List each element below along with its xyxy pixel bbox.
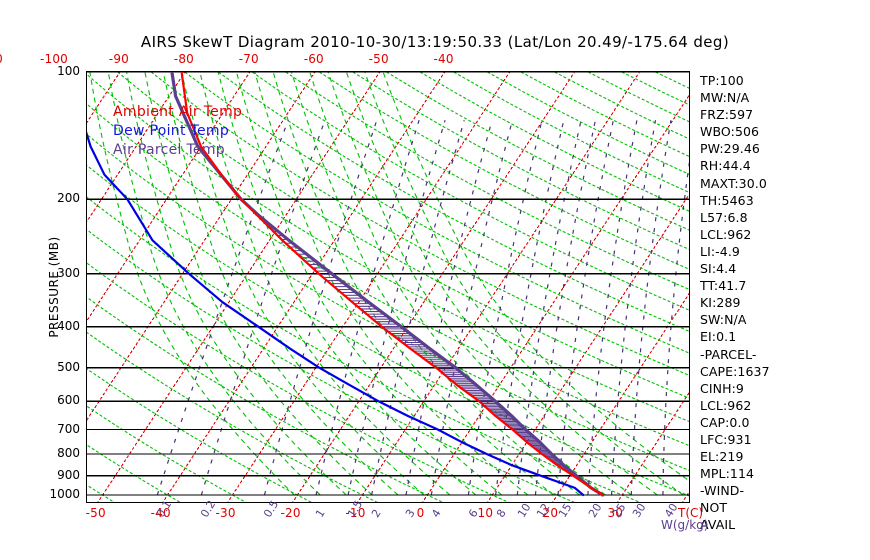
top-temp-tick: -50 (368, 52, 389, 66)
pressure-tick: 1000 (49, 487, 80, 501)
parameter-row: LCL:962 (700, 226, 752, 242)
top-temp-tick: -100 (39, 52, 69, 66)
parameter-row: -PARCEL- (700, 346, 757, 362)
top-temp-tick: -110 (0, 52, 3, 66)
pressure-tick: 500 (57, 359, 80, 374)
top-temp-tick: -40 (433, 52, 454, 66)
bottom-temp-tick: 10 (477, 506, 494, 520)
parameter-row: LI:-4.9 (700, 243, 740, 259)
bottom-temp-tick: -50 (85, 506, 106, 520)
pressure-tick: 700 (57, 421, 80, 436)
bottom-temp-tick: 0 (416, 506, 425, 520)
skewt-chart-svg (87, 72, 689, 502)
derived-parameters-panel: TP:100 MW:N/A FRZ:597 WBO:506 PW:29.46 RH:44.… (700, 72, 820, 534)
mixing-ratio-tick: 15 (556, 501, 575, 520)
bottom-temp-tick: 30 (607, 506, 624, 520)
mixing-ratio-tick: 4 (428, 507, 444, 520)
bottom-temp-tick: -30 (215, 506, 236, 520)
parameter-row: TT:41.7 (700, 278, 747, 294)
legend-item-0: Ambient Air Temp (113, 104, 243, 120)
parameter-row: L57:6.8 (700, 209, 748, 225)
parameter-row: AVAIL (700, 517, 736, 533)
bottom-temp-tick: -40 (150, 506, 171, 520)
bottom-temp-tick: -20 (280, 506, 301, 520)
parameter-row: -WIND- (700, 483, 745, 499)
parameter-row: MPL:114 (700, 466, 755, 482)
parameter-row: CINH:9 (700, 380, 744, 396)
parameter-row: WBO:506 (700, 124, 760, 140)
parameter-row: EI:0.1 (700, 329, 737, 345)
parameter-row: EL:219 (700, 449, 744, 465)
mixing-ratio-tick: 8 (493, 507, 509, 520)
temp-axis-label: T(C) (678, 506, 704, 520)
legend-item-2: Air Parcel Temp (113, 142, 225, 158)
mixing-ratio-tick: 1 (313, 507, 328, 520)
pressure-axis-title: PRESSURE (MB) (47, 236, 61, 338)
mixing-ratio-tick: 10 (515, 501, 534, 520)
parameter-row: LFC:931 (700, 431, 752, 447)
mixing-ratio-tick: 30 (630, 501, 649, 520)
parameter-row: CAPE:1637 (700, 363, 770, 379)
parameter-row: SW:N/A (700, 312, 747, 328)
legend-item-1: Dew Point Temp (113, 123, 230, 139)
parameter-row: LCL:962 (700, 397, 752, 413)
top-temp-tick: -70 (238, 52, 259, 66)
parameter-row: FRZ:597 (700, 107, 754, 123)
pressure-tick: 900 (57, 467, 80, 482)
top-temp-tick: -60 (303, 52, 324, 66)
mixing-ratio-tick: 2 (368, 507, 384, 520)
parameter-row: TH:5463 (700, 192, 754, 208)
pressure-tick: 100 (57, 64, 80, 78)
parameter-row: CAP:0.0 (700, 414, 750, 430)
page-title: AIRS SkewT Diagram 2010-10-30/13:19:50.3… (140, 33, 730, 51)
pressure-tick: 300 (57, 265, 80, 280)
pressure-tick: 600 (57, 393, 80, 408)
pressure-tick: 400 (57, 318, 80, 333)
parameter-row: KI:289 (700, 295, 741, 311)
parameter-row: NOT (700, 500, 728, 516)
pressure-axis: 100 200 300 400 500 600 700 800 900 1000 (10, 0, 80, 560)
parameter-row: MAXT:30.0 (700, 175, 767, 191)
parameter-row: PW:29.46 (700, 141, 760, 157)
parameter-row: RH:44.4 (700, 158, 751, 174)
legend: Ambient Air Temp Dew Point Temp Air Parcel… (113, 103, 242, 160)
top-temp-tick: -80 (173, 52, 194, 66)
skewt-plot-area[interactable] (86, 71, 690, 503)
mixing-axis-label: W(g/kg) (661, 518, 709, 532)
parameter-row: MW:N/A (700, 90, 750, 106)
bottom-temp-tick: -10 (345, 506, 366, 520)
pressure-tick: 200 (57, 191, 80, 206)
mixing-ratio-tick: 20 (586, 501, 605, 520)
pressure-tick: 800 (57, 446, 80, 460)
parameter-row: SI:4.4 (700, 261, 737, 277)
top-temp-tick: -90 (108, 52, 129, 66)
bottom-temp-tick: 20 (542, 506, 559, 520)
parameter-row: TP:100 (700, 73, 744, 88)
